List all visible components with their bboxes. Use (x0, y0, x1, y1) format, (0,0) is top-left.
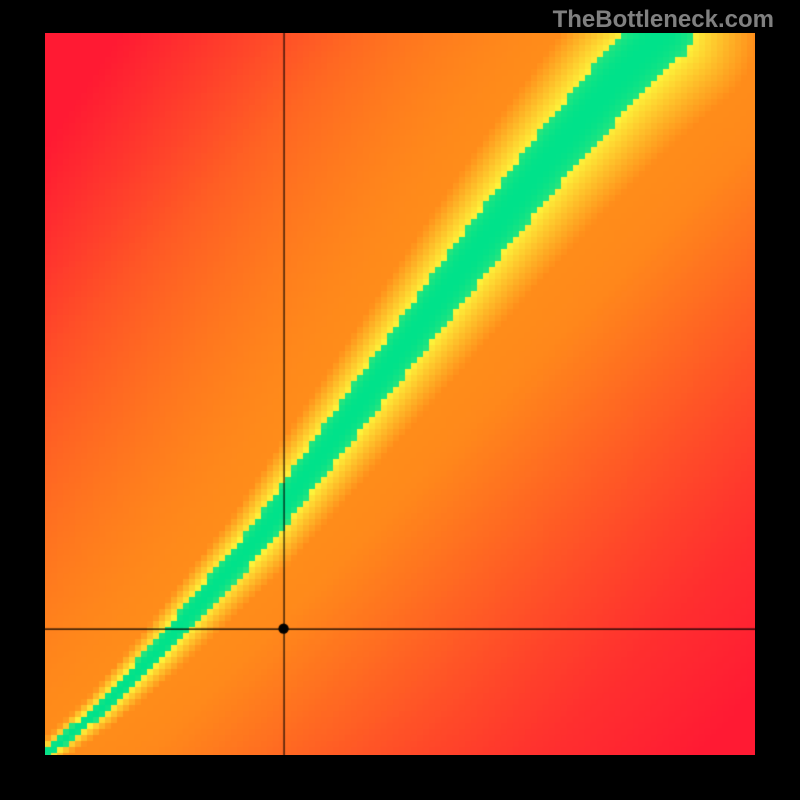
crosshair-overlay (45, 33, 755, 755)
watermark-text: TheBottleneck.com (553, 6, 774, 34)
chart-container: TheBottleneck.com (0, 0, 800, 800)
